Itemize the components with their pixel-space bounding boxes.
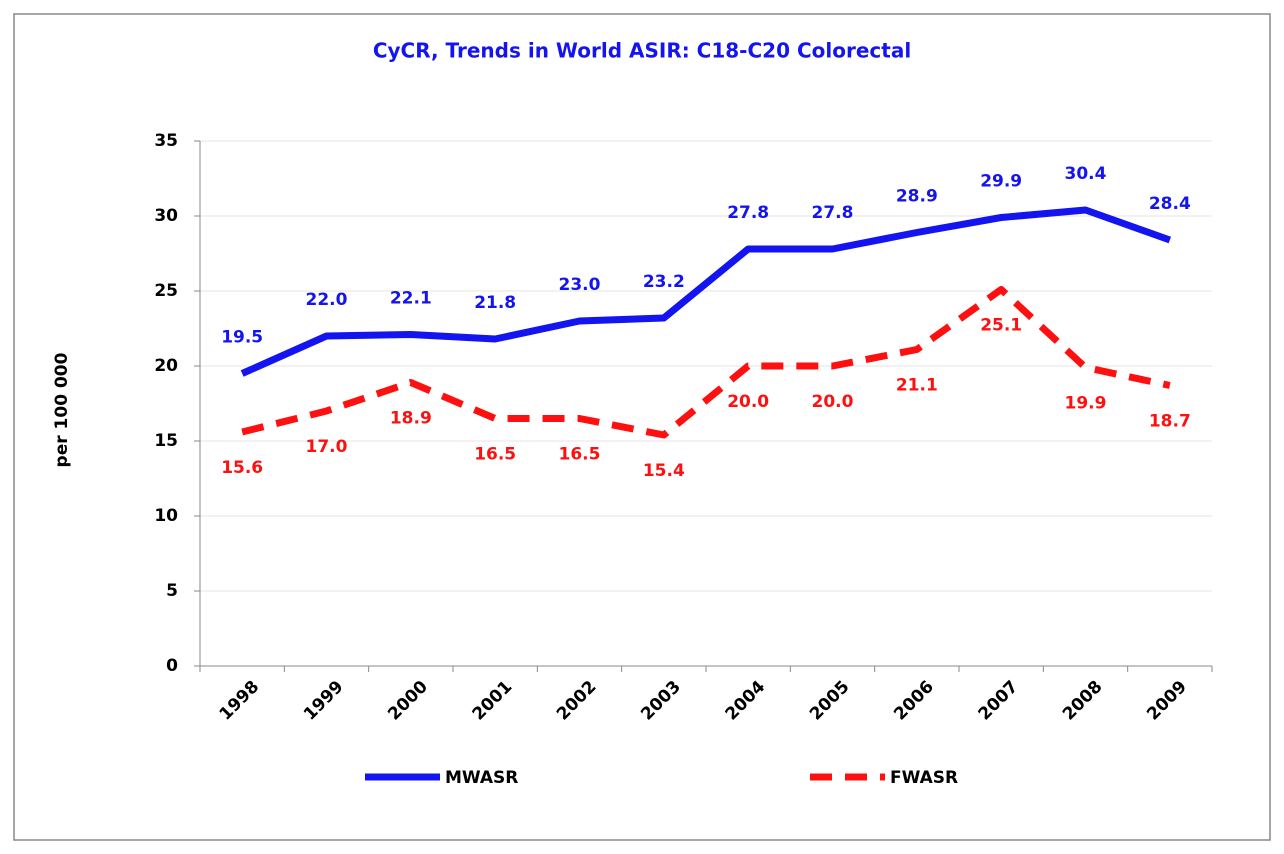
series-line (241, 286, 1171, 439)
data-label: 30.4 (1065, 164, 1107, 184)
data-label: 27.8 (812, 203, 854, 223)
data-label: 20.0 (812, 392, 854, 412)
data-label: 29.9 (980, 172, 1022, 192)
legend-label: MWASR (445, 768, 518, 788)
y-tick-label: 30 (154, 206, 178, 226)
data-label: 20.0 (727, 392, 769, 412)
data-label: 23.0 (559, 275, 601, 295)
y-tick-label: 10 (154, 506, 178, 526)
data-label: 28.9 (896, 187, 938, 207)
data-label: 17.0 (306, 437, 348, 457)
y-tick-label: 15 (154, 431, 178, 451)
data-label: 18.9 (390, 409, 432, 429)
data-label: 19.9 (1065, 394, 1107, 414)
data-label: 22.1 (390, 289, 432, 309)
chart-title: CyCR, Trends in World ASIR: C18-C20 Colo… (373, 39, 911, 63)
data-label: 18.7 (1149, 412, 1191, 432)
data-label: 27.8 (727, 203, 769, 223)
chart-border (13, 13, 1271, 841)
y-tick-label: 20 (154, 356, 178, 376)
y-tick-label: 5 (166, 581, 178, 601)
data-label: 21.8 (474, 293, 516, 313)
legend-label: FWASR (890, 768, 958, 788)
data-label: 21.1 (896, 376, 938, 396)
data-label: 15.4 (643, 461, 685, 481)
data-label: 19.5 (221, 328, 263, 348)
y-tick-label: 25 (154, 281, 178, 301)
data-label: 25.1 (980, 316, 1022, 336)
data-label: 15.6 (221, 458, 263, 478)
series-line (240, 206, 1172, 377)
data-label: 23.2 (643, 272, 685, 292)
data-label: 28.4 (1149, 194, 1191, 214)
y-axis-label: per 100 000 (52, 352, 72, 467)
data-label: 16.5 (559, 445, 601, 465)
data-label: 22.0 (306, 290, 348, 310)
y-tick-label: 35 (154, 131, 178, 151)
y-tick-label: 0 (166, 656, 178, 676)
data-label: 16.5 (474, 445, 516, 465)
